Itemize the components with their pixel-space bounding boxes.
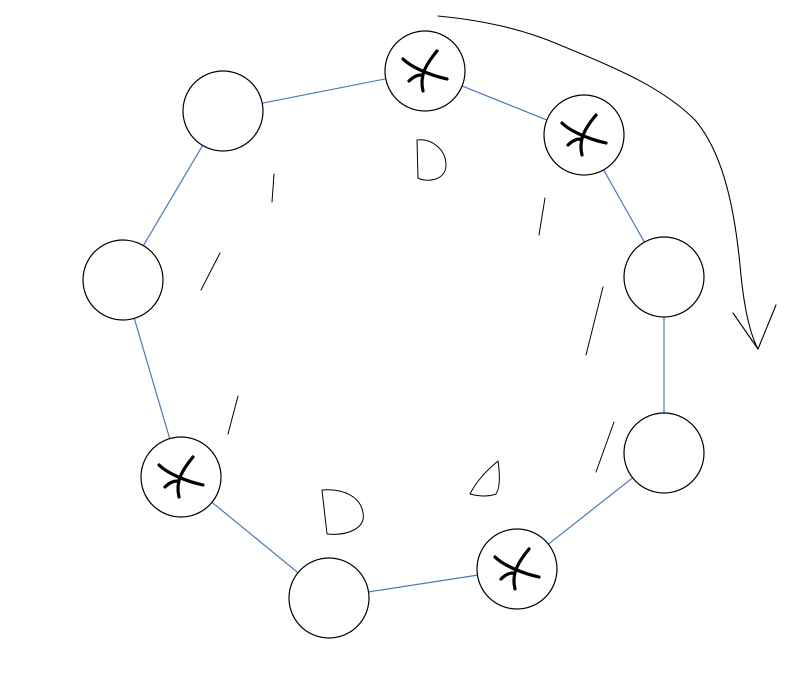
node-circle: [623, 412, 705, 494]
ring-edge: [461, 85, 548, 121]
tick-mark: [227, 395, 239, 435]
d-mark-bottom: [321, 489, 364, 535]
clockwise-arrow-icon: [437, 15, 759, 350]
ring-edge: [603, 169, 645, 243]
marked-node: [476, 528, 558, 610]
tick-mark: [595, 421, 615, 473]
empty-node: [82, 239, 164, 321]
node-circle: [182, 70, 264, 152]
ring-edge: [142, 145, 204, 246]
leaf-mark: [469, 460, 500, 497]
clockwise-arrowhead-icon: [732, 304, 777, 350]
tick-mark: [585, 286, 604, 356]
empty-node: [288, 557, 370, 639]
ring-edge: [262, 78, 386, 104]
ring-edge: [548, 477, 633, 545]
empty-node: [182, 70, 264, 152]
edges: [133, 78, 665, 593]
nodes: [82, 30, 705, 639]
x-mark-icon: [401, 49, 449, 93]
tick-mark: [538, 197, 546, 236]
x-mark-icon: [493, 547, 541, 591]
ring-edge: [133, 318, 171, 439]
marked-node: [543, 94, 625, 176]
d-mark-top: [416, 139, 447, 181]
node-circle: [288, 557, 370, 639]
marked-node: [140, 436, 222, 518]
marked-node: [384, 30, 466, 112]
hand-drawn-doodles: [200, 15, 777, 535]
ring-edge: [211, 501, 299, 574]
empty-node: [623, 412, 705, 494]
node-circle: [82, 239, 164, 321]
tick-mark: [271, 173, 275, 203]
x-mark-icon: [560, 113, 608, 157]
tick-mark: [200, 252, 221, 291]
node-circle: [623, 236, 705, 318]
empty-node: [623, 236, 705, 318]
x-mark-icon: [157, 455, 205, 499]
ring-edge: [368, 574, 478, 593]
